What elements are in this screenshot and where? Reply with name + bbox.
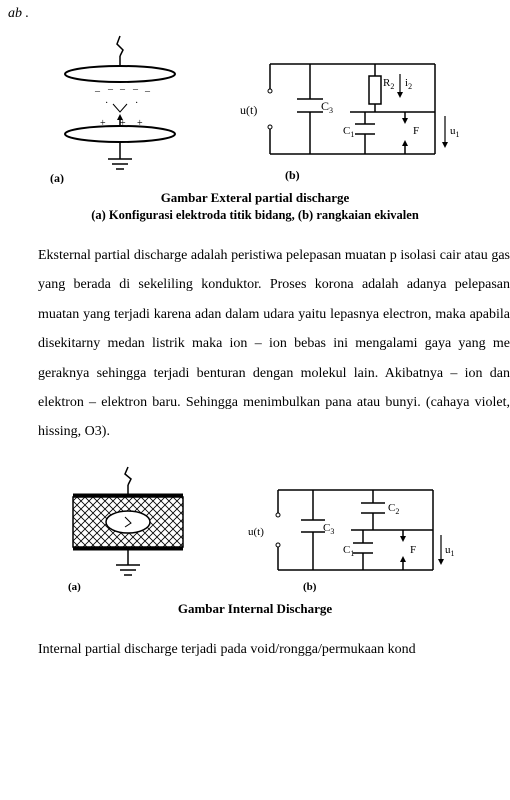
svg-text:R2: R2 xyxy=(383,77,394,91)
fig2-label-a: (a) xyxy=(68,581,81,593)
svg-text:C2: C2 xyxy=(388,502,399,516)
fig1-F: F xyxy=(413,125,419,137)
fig2-a-svg: (a) xyxy=(53,465,203,595)
svg-text:–: – xyxy=(107,84,114,95)
paragraph-text: Eksternal partial discharge adalah peris… xyxy=(38,241,510,447)
fig2-label-b: (b) xyxy=(303,581,317,593)
fig1-a-svg: – – – – – · · + + + (a) xyxy=(45,34,195,184)
figure-internal-discharge: (a) u(t) C3 C2 xyxy=(0,465,510,595)
svg-text:–: – xyxy=(132,84,139,95)
fig1-b-svg: u(t) C3 R2 i2 C1 xyxy=(235,34,465,184)
svg-text:C3: C3 xyxy=(321,99,333,115)
svg-text:i2: i2 xyxy=(405,77,412,91)
fig2-F: F xyxy=(410,544,416,556)
svg-text:C3: C3 xyxy=(323,522,334,536)
fig1-label-b: (b) xyxy=(285,168,300,182)
page: ab . – – – – – · · + + + xyxy=(0,0,510,684)
svg-text:·: · xyxy=(135,98,138,109)
svg-text:u1: u1 xyxy=(445,544,455,558)
fig1-label-a: (a) xyxy=(50,171,64,184)
fig2-caption: Gambar Internal Discharge xyxy=(0,601,510,617)
fig2-ut: u(t) xyxy=(248,526,264,538)
svg-text:u1: u1 xyxy=(450,125,460,139)
last-paragraph: Internal partial discharge terjadi pada … xyxy=(0,635,510,664)
svg-text:C1: C1 xyxy=(343,544,354,558)
figure-external-discharge: – – – – – · · + + + (a) xyxy=(0,34,510,184)
svg-text:–: – xyxy=(119,84,126,95)
svg-text:–: – xyxy=(94,86,101,97)
top-fragment: ab . xyxy=(0,0,510,34)
svg-text:C1: C1 xyxy=(343,125,354,139)
fig2-b-svg: u(t) C3 C2 C1 F xyxy=(243,465,458,595)
fig1-caption-line1: Gambar Exteral partial discharge xyxy=(0,190,510,206)
fig1-caption-line2: (a) Konfigurasi elektroda titik bidang, … xyxy=(0,208,510,223)
fig1-ut: u(t) xyxy=(240,103,257,117)
svg-text:·: · xyxy=(105,98,108,109)
last-line-text: Internal partial discharge terjadi pada … xyxy=(38,635,510,664)
svg-text:–: – xyxy=(144,86,151,97)
body-paragraph: Eksternal partial discharge adalah peris… xyxy=(0,241,510,447)
